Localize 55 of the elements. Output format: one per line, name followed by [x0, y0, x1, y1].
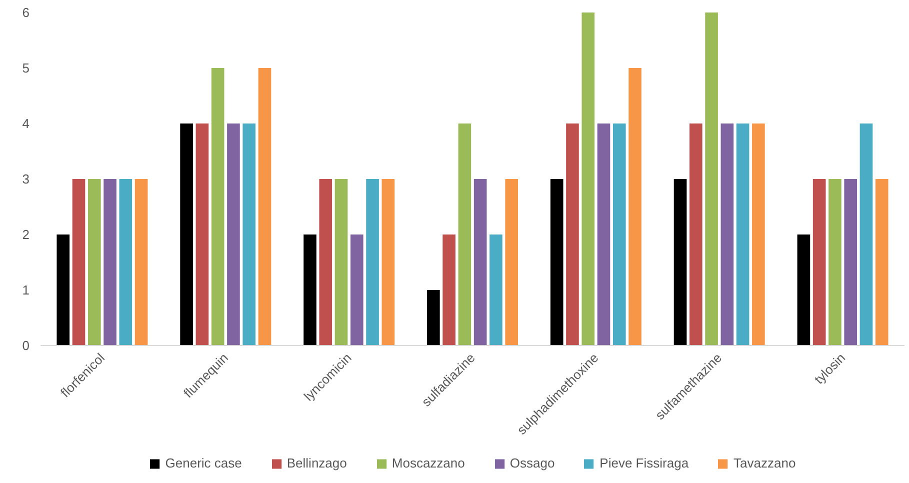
- y-tick-label: 6: [22, 5, 30, 20]
- bar: [550, 179, 564, 346]
- bar: [258, 68, 272, 346]
- y-tick-label: 4: [22, 116, 30, 131]
- bar: [119, 179, 132, 346]
- bar: [180, 124, 193, 346]
- bar: [628, 68, 642, 346]
- legend-label: Bellinzago: [286, 456, 347, 470]
- bar: [458, 124, 472, 346]
- bar: [334, 179, 348, 346]
- bar: [566, 124, 579, 346]
- bar: [304, 234, 316, 346]
- y-tick-label: 3: [22, 172, 30, 186]
- legend-label: Pieve Fissiraga: [600, 456, 689, 470]
- bar: [812, 179, 826, 346]
- bar: [56, 234, 70, 346]
- bar: [736, 124, 750, 346]
- bar: [597, 124, 610, 346]
- bar: [674, 179, 687, 346]
- bar: [505, 179, 518, 346]
- bar: [242, 124, 256, 346]
- y-tick-label: 5: [22, 60, 30, 76]
- bar: [875, 179, 888, 346]
- bar: [72, 179, 86, 346]
- bar: [319, 179, 332, 346]
- y-tick-label: 0: [22, 338, 30, 353]
- legend-label: Moscazzano: [392, 456, 465, 470]
- legend-label: Generic case: [165, 456, 242, 470]
- bar: [720, 124, 734, 346]
- bar: [227, 124, 240, 346]
- bar: [211, 68, 224, 346]
- bar: [689, 124, 702, 346]
- bar: [797, 234, 810, 346]
- bar: [752, 124, 765, 346]
- bar: [196, 124, 209, 346]
- bar: [582, 12, 595, 346]
- bar: [104, 179, 116, 346]
- bar: [705, 12, 718, 346]
- legend-label: Tavazzano: [734, 456, 796, 470]
- bar: [350, 234, 364, 346]
- legend-label: Ossago: [510, 456, 555, 470]
- bar: [382, 179, 395, 346]
- bar: [612, 124, 626, 346]
- bar: [442, 234, 456, 346]
- bar: [860, 124, 873, 346]
- bar: [134, 179, 148, 346]
- bar: [427, 290, 440, 346]
- bar: [490, 234, 502, 346]
- bar: [88, 179, 101, 346]
- bar: [474, 179, 487, 346]
- bar: [366, 179, 379, 346]
- y-tick-label: 2: [22, 227, 30, 242]
- bar: [828, 179, 842, 346]
- y-tick-label: 1: [22, 282, 30, 298]
- bar: [844, 179, 858, 346]
